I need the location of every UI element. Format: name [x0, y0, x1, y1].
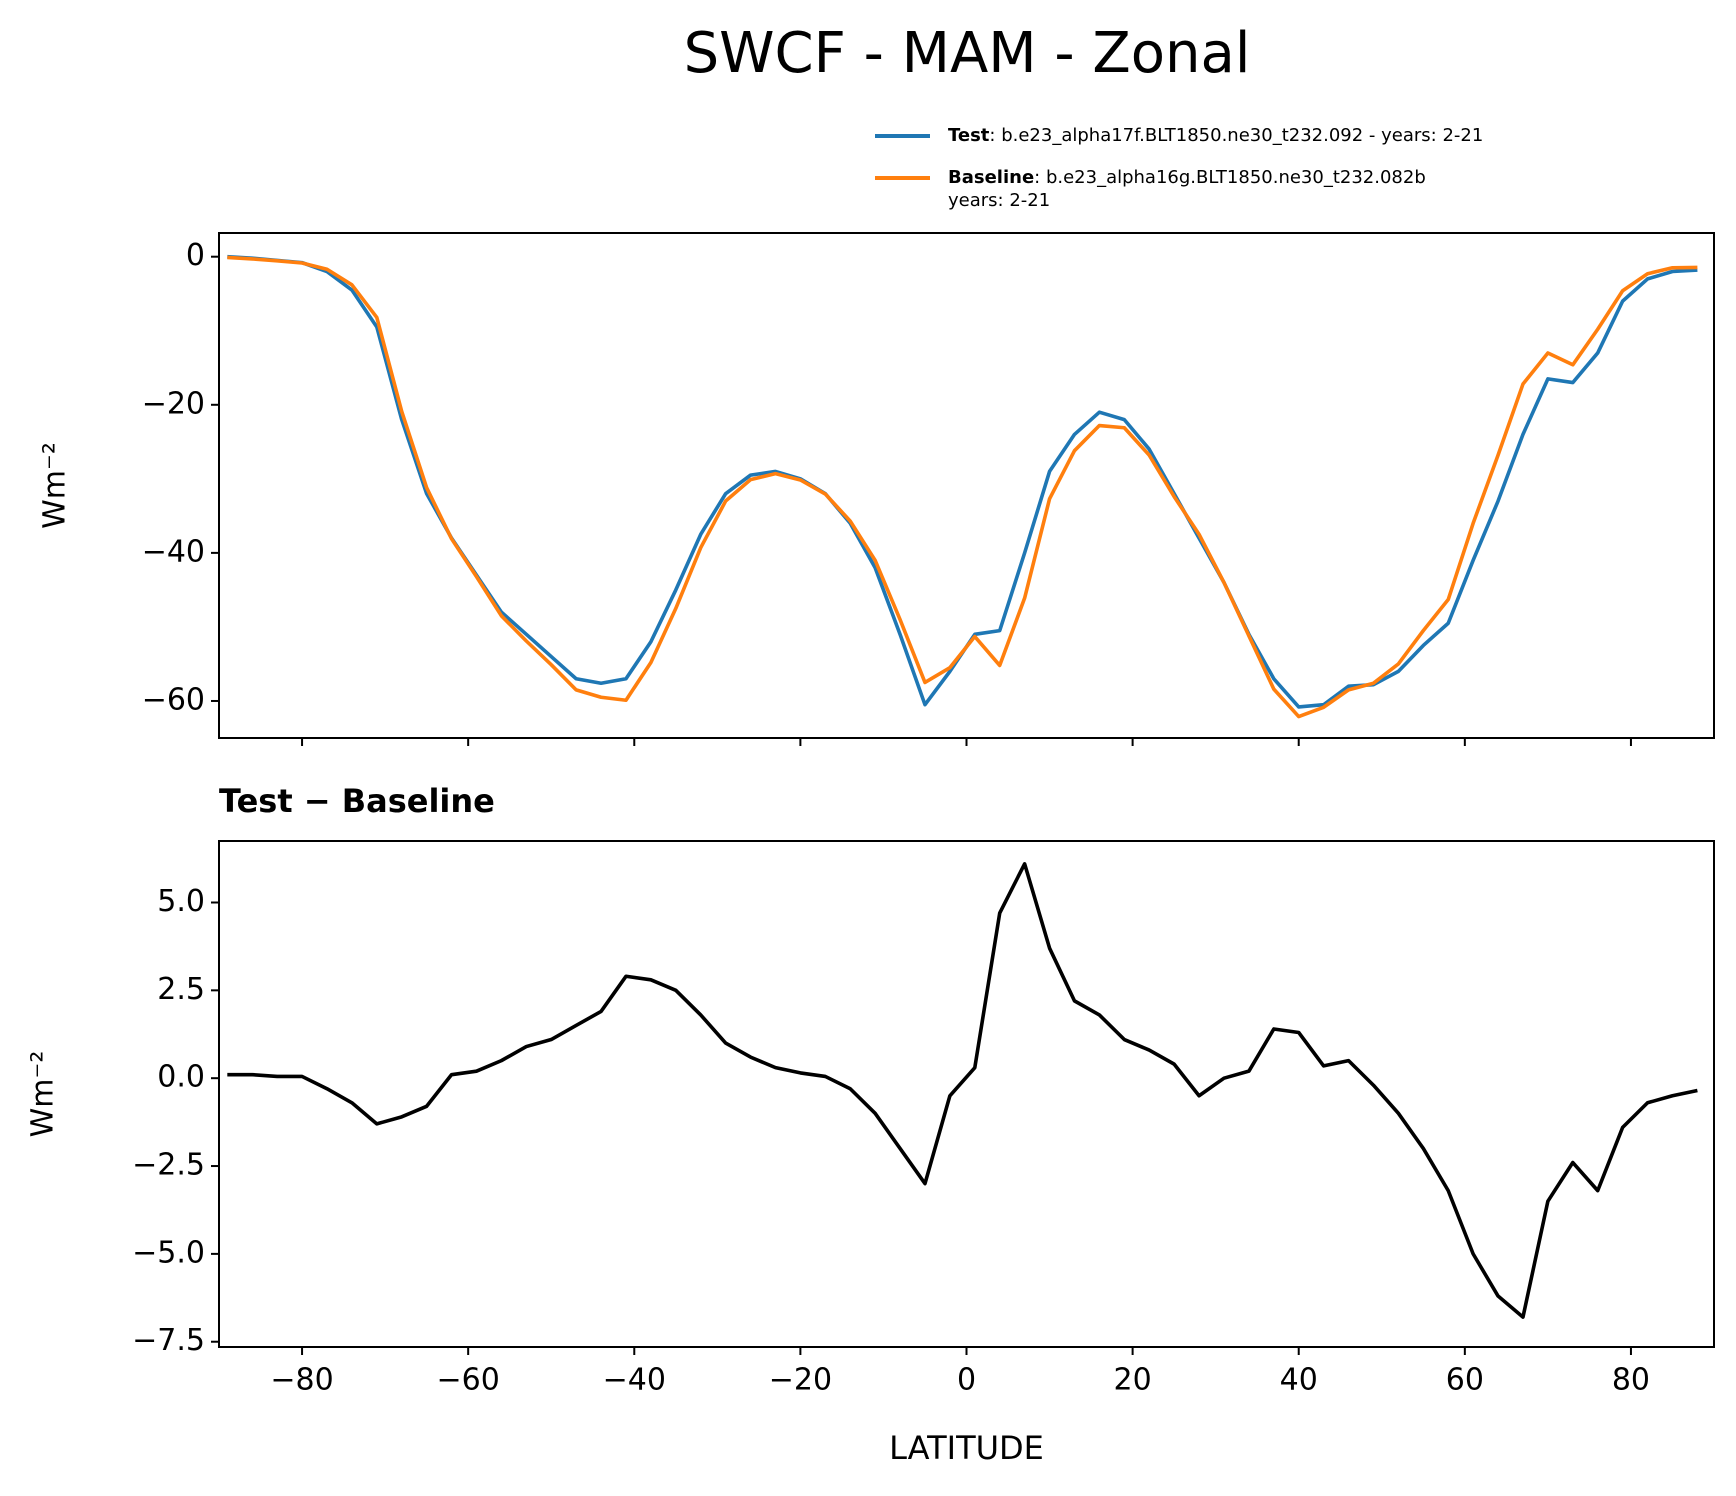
y-axis-label: Wm⁻² — [26, 1051, 61, 1138]
y-tick-label: 0 — [186, 238, 205, 273]
y-axis-label: Wm⁻² — [38, 442, 73, 529]
subtitle: Test − Baseline — [219, 782, 495, 820]
y-tick-label: 2.5 — [157, 972, 205, 1007]
x-tick-label: 80 — [1612, 1363, 1650, 1398]
data-line — [227, 862, 1698, 1319]
y-tick-label: −60 — [142, 682, 205, 717]
plot-frame — [218, 232, 1715, 739]
figure-title: SWCF - MAM - Zonal — [684, 21, 1251, 86]
x-tick-label: −60 — [437, 1363, 500, 1398]
legend-entry: Baseline: b.e23_alpha16g.BLT1850.ne30_t2… — [948, 167, 1426, 188]
x-tick-label: −80 — [270, 1363, 333, 1398]
y-tick-label: 5.0 — [157, 884, 205, 919]
data-line — [227, 254, 1698, 709]
data-line — [227, 255, 1698, 719]
x-tick-label: −40 — [603, 1363, 666, 1398]
x-tick-label: 40 — [1280, 1363, 1318, 1398]
legend-description: years: 2-21 — [948, 190, 1050, 211]
legend-name: Baseline — [948, 167, 1034, 188]
plot-frame — [218, 840, 1715, 1348]
legend-description: : b.e23_alpha17f.BLT1850.ne30_t232.092 -… — [989, 125, 1483, 146]
y-tick-label: −40 — [142, 534, 205, 569]
x-axis-label: LATITUDE — [889, 1429, 1044, 1467]
y-tick-label: −20 — [142, 386, 205, 421]
x-tick-label: −20 — [769, 1363, 832, 1398]
y-tick-label: 0.0 — [157, 1060, 205, 1095]
y-tick-label: −2.5 — [132, 1148, 205, 1183]
x-tick-label: 0 — [957, 1363, 976, 1398]
x-tick-label: 60 — [1446, 1363, 1484, 1398]
x-tick-label: 20 — [1114, 1363, 1152, 1398]
y-tick-label: −7.5 — [132, 1323, 205, 1358]
legend-description: : b.e23_alpha16g.BLT1850.ne30_t232.082b — [1034, 167, 1426, 188]
y-tick-label: −5.0 — [132, 1235, 205, 1270]
legend-entry: Test: b.e23_alpha17f.BLT1850.ne30_t232.0… — [948, 125, 1483, 146]
legend-name: Test — [948, 125, 990, 146]
